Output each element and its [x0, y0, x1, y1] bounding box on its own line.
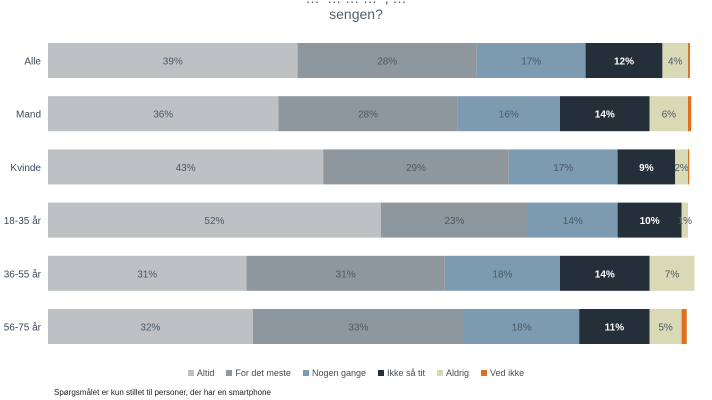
data-label: 12%: [614, 57, 634, 68]
category-label: 18-35 år: [4, 215, 42, 227]
legend-label: Ikke så tit: [387, 368, 426, 378]
bar-segment: [617, 149, 676, 185]
bar-segment: [464, 309, 580, 344]
legend-label: Altid: [196, 368, 215, 378]
data-label: 18%: [492, 269, 512, 280]
bar-segment: [48, 43, 298, 78]
bar-segment: [649, 309, 682, 344]
legend-swatch: [187, 370, 194, 376]
bar-segment: [48, 309, 253, 344]
data-label: 18%: [512, 323, 532, 334]
bar-segment: [252, 309, 464, 344]
legend-item: For det meste: [226, 368, 291, 378]
data-label: 14%: [595, 269, 615, 280]
category-label: 56-75 år: [4, 322, 42, 334]
legend-swatch: [481, 370, 488, 376]
bar-segment: [560, 255, 650, 291]
bar-segment: [579, 309, 650, 344]
bar-segment: [323, 149, 509, 185]
bar-segment: [681, 202, 688, 238]
data-label: 36%: [153, 110, 173, 121]
bar-segment: [675, 149, 688, 185]
category-label: Kvinde: [10, 163, 41, 174]
bar-segment: [380, 202, 528, 238]
bar-segment: [48, 255, 247, 291]
bar-segment: [48, 149, 324, 185]
bar-segment: [48, 202, 381, 238]
bar-segment: [688, 149, 690, 185]
data-label: 17%: [553, 163, 573, 174]
legend-swatch: [437, 370, 444, 376]
legend-item: Nogen gange: [302, 368, 367, 378]
bar-segment: [476, 43, 586, 78]
legend-item: Ikke så tit: [378, 368, 425, 378]
bar-segment: [508, 149, 618, 185]
bar-segment: [528, 202, 618, 238]
bar-segment: [246, 255, 445, 291]
data-label: 31%: [336, 269, 356, 280]
legend-swatch: [378, 370, 385, 376]
data-label: 7%: [665, 269, 680, 280]
legend-label: For det meste: [235, 368, 291, 378]
legend-label: Aldrig: [446, 368, 470, 378]
data-label: 16%: [499, 110, 519, 121]
chart-title-line2: sengen?: [329, 6, 383, 22]
category-label: Alle: [24, 57, 41, 68]
legend-swatch: [302, 370, 309, 376]
bar-segment: [560, 96, 650, 132]
data-label: 9%: [639, 163, 654, 174]
data-label: 31%: [137, 269, 157, 280]
data-label: 52%: [204, 216, 224, 227]
data-label: 5%: [658, 323, 673, 334]
data-label: 28%: [358, 110, 378, 121]
data-label: 39%: [163, 57, 183, 68]
data-label: 10%: [640, 216, 660, 227]
bar-segment: [662, 43, 688, 78]
bar-segment: [688, 43, 690, 78]
data-label: 43%: [176, 163, 196, 174]
data-label: 11%: [605, 323, 625, 334]
data-label: 2%: [674, 163, 689, 174]
category-label: Mand: [16, 110, 41, 121]
data-label: 14%: [595, 110, 615, 121]
bar-segment: [585, 43, 663, 78]
bar-segment: [457, 96, 560, 132]
data-label: 32%: [140, 323, 160, 334]
bar-segment: [688, 96, 692, 132]
data-label: 23%: [444, 216, 464, 227]
data-label: 17%: [521, 57, 541, 68]
bar-segment: [48, 96, 279, 132]
data-label: 33%: [348, 323, 368, 334]
bar-segment: [444, 255, 560, 291]
bar-segment: [649, 255, 695, 291]
chart-legend: Altid For det meste Nogen gange Ikke så tit…: [0, 368, 712, 378]
bar-segment: [649, 96, 688, 132]
data-label: 28%: [377, 57, 397, 68]
bar-segment: [681, 309, 687, 344]
data-label: 29%: [406, 163, 426, 174]
data-label: 1%: [678, 216, 693, 227]
legend-item: Altid: [187, 368, 215, 378]
legend-label: Nogen gange: [311, 368, 367, 378]
data-label: 6%: [662, 110, 677, 121]
legend-swatch: [226, 370, 233, 376]
legend-label: Ved ikke: [490, 368, 525, 378]
category-label: 36-55 år: [4, 268, 42, 280]
chart-title-line1: … ‌ … … … ‌ , …: [0, 0, 712, 7]
footnote: Spørgsmålet er kun stillet til personer,…: [54, 388, 271, 397]
data-label: 4%: [668, 57, 683, 68]
legend-item: Ved ikke: [481, 368, 524, 378]
data-label: 14%: [563, 216, 583, 227]
bar-segment: [617, 202, 682, 238]
bar-segment: [278, 96, 458, 132]
legend-item: Aldrig: [437, 368, 469, 378]
bar-segment: [297, 43, 477, 78]
